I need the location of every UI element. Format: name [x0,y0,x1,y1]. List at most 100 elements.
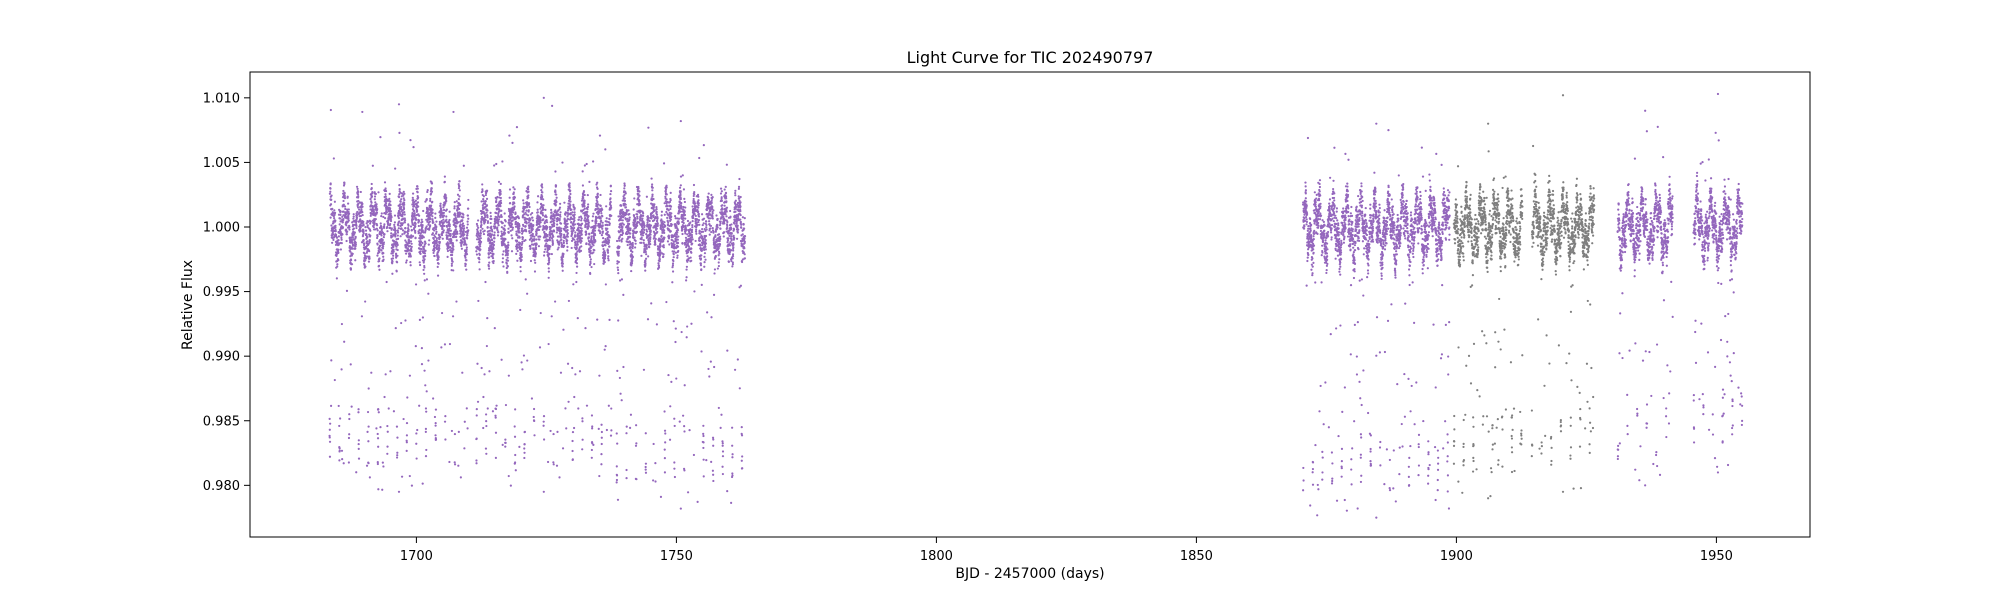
data-point [601,224,604,227]
data-point [548,247,551,251]
data-point [676,241,680,245]
data-point [699,257,703,260]
data-point [628,212,631,216]
data-point [580,245,583,248]
data-point [376,432,379,436]
data-point [701,243,704,246]
data-point [704,239,707,242]
data-point [465,243,468,246]
data-point [396,243,399,247]
data-point [655,208,658,211]
data-point [652,214,655,217]
data-point [689,221,692,224]
data-point [475,408,478,411]
data-point [585,242,588,245]
data-point [430,182,434,185]
data-point [334,243,338,247]
data-point [640,254,643,257]
data-point [329,422,332,425]
data-point [364,259,367,262]
data-point [397,227,400,230]
data-point [574,373,577,376]
data-point [513,205,516,208]
data-point [679,184,682,187]
data-point [683,430,686,433]
data-point [698,229,701,232]
data-point [609,197,612,200]
data-point [420,363,424,366]
data-point [604,345,607,348]
data-point [621,219,624,222]
data-point [360,208,363,211]
data-point [463,420,466,423]
data-point [671,270,675,273]
data-point [347,214,350,217]
data-point [616,369,619,372]
data-point [448,249,452,252]
data-point [368,241,371,244]
data-point [573,395,576,399]
data-point [663,202,666,205]
data-point [410,249,413,253]
data-point [520,246,523,249]
data-point [682,219,685,222]
data-point [366,430,369,433]
data-point [697,202,700,205]
data-point [586,208,589,211]
data-point [591,427,594,430]
data-point [670,380,673,383]
data-point [616,268,620,272]
data-point [489,215,492,218]
data-point [335,253,338,256]
data-point [400,475,404,478]
data-point [381,231,385,234]
data-point [346,195,349,198]
data-point [615,481,618,484]
data-point [664,432,667,435]
data-point [568,186,571,189]
data-point [591,425,594,428]
data-point [703,265,706,268]
data-point [456,193,460,196]
data-point [450,239,453,242]
data-point [465,226,469,229]
data-point [485,204,489,207]
data-point [622,223,625,226]
data-point [488,261,491,264]
data-point [647,126,650,129]
data-point [484,219,487,222]
data-point [511,228,514,231]
data-point [444,194,447,197]
data-point [637,187,640,190]
data-point [605,217,608,220]
data-point [508,196,511,199]
data-point [645,233,648,236]
data-point [691,220,694,223]
data-point [650,215,653,218]
data-point [686,325,689,328]
data-point [669,218,672,221]
data-point [527,188,530,191]
data-point [380,212,383,215]
data-point [461,219,464,222]
data-point [623,187,626,190]
data-point [413,214,416,217]
data-point [394,235,397,238]
data-point [583,217,587,220]
data-point [386,230,389,233]
data-point [669,191,672,195]
data-point [666,216,669,219]
data-point [479,237,482,240]
data-point [627,209,630,212]
data-point [477,299,480,303]
data-point [446,255,449,258]
data-point [464,256,467,259]
data-point [665,204,669,208]
data-point [605,205,608,208]
data-point [550,211,553,214]
data-point [462,216,465,219]
data-point [607,255,610,258]
data-point [670,223,673,226]
data-point [625,432,628,435]
data-point [507,227,510,230]
